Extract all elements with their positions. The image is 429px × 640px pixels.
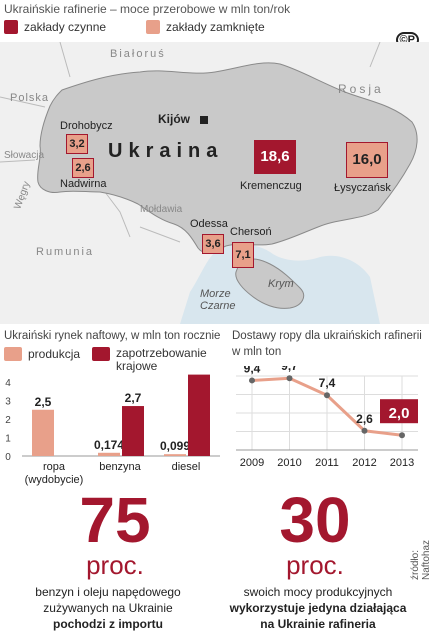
fact-2-caption-line2: wykorzystuje jedyna działająca [229,601,407,615]
refinery-name-odessa: Odessa [190,218,228,230]
neighbour-label-poland: Polska [10,92,50,104]
sea-label: Morze Czarne [200,288,235,312]
line-x-tick: 2011 [315,457,339,469]
line-chart-subtitle: w mln ton [232,346,282,358]
fact-1-unit: proc. [86,550,144,580]
bar-y-tick: 4 [5,378,11,389]
fact-1-caption-line1: benzyn i oleju napędowego [35,585,181,599]
bar-category-label: diesel [172,461,201,473]
bar-1-2 [188,374,210,456]
ukraine-shape [37,62,418,253]
refinery-value-odessa: 3,6 [202,234,224,254]
bar-label-0-1: 0,174 [94,438,124,452]
sea-label-line1: Morze [200,288,231,300]
bar-label-0-2: 0,099 [160,439,190,453]
fact-2-unit: proc. [286,550,344,580]
bar-0-0 [32,409,54,456]
legend-swatch-closed [146,20,160,34]
refinery-name-cherson: Chersoń [230,226,272,238]
bar-0-2 [164,454,186,456]
neighbour-label-belarus: Białoruś [110,48,166,60]
neighbour-label-moldova: Mołdawia [140,204,183,215]
line-x-tick: 2009 [240,457,264,469]
refinery-name-lysyczansk: Łysyczańsk [334,182,391,194]
bar-y-tick: 2 [5,415,11,426]
map-title: Ukraińskie rafinerie – moce przerobowe w… [4,2,291,16]
source-note: źródło: Naftohaz [410,539,429,580]
refinery-name-nadwirna: Nadwirna [60,178,107,190]
refinery-value-drohobycz: 3,2 [66,134,88,154]
line-point-0 [249,377,255,384]
bar-category-label: benzyna [99,461,141,473]
line-point-2 [324,392,330,399]
line-point-label: 7,4 [319,376,336,390]
line-point-label: 9,7 [281,366,298,373]
bar-0-1 [98,452,120,456]
bar-legend-swatch-production [4,347,22,361]
line-point-label: 9,4 [244,366,261,375]
bar-y-tick: 0 [5,452,11,463]
bar-1-1 [122,406,144,456]
bar-y-tick: 3 [5,397,11,408]
legend-swatch-active [4,20,18,34]
bar-chart: 0 1 2 3 4 2,5 ropa(wydobycie) 0,174 2,7 benzyna 0,… [5,374,220,486]
fact-2-number: 30 [279,484,351,556]
capital-marker [200,116,208,124]
fact-1-caption: benzyn i oleju napędowego zużywanych na … [0,584,216,632]
line-point-3 [361,427,368,434]
bar-category-label: (wydobycie) [25,474,84,486]
bar-y-tick: 1 [5,434,11,445]
line-last-label-box [380,399,418,424]
neighbour-label-russia: Rosja [338,82,384,96]
bar-legend-label-demand: zapotrzebowanie krajowe [116,346,207,373]
fact-2-caption: swoich mocy produkcyjnych wykorzystuje j… [210,584,426,632]
line-point-4 [399,432,405,439]
line-x-tick: 2010 [277,457,301,469]
crimea-shape [235,258,305,309]
line-point-label: 2,0 [389,405,410,422]
capital-label: Kijów [158,112,190,126]
refinery-value-lysyczansk: 16,0 [346,142,388,178]
bar-label-1-1: 2,7 [125,391,142,405]
legend-label-closed: zakłady zamknięte [166,20,265,34]
refinery-value-cherson: 7,1 [232,242,254,268]
map [0,42,429,324]
refinery-name-kremenczug: Kremenczug [240,180,302,192]
crimea-label: Krym [268,278,294,290]
bar-legend-label-production: produkcja [28,347,81,361]
line-x-tick: 2012 [352,457,376,469]
line-chart: 9,4 2009 9,7 2010 7,4 2011 2,6 2012 2,0 2013 [236,366,418,469]
bar-legend-swatch-demand [92,347,110,361]
bar-chart-title: Ukraiński rynek naftowy, w mln ton roczn… [4,330,221,342]
fact-1-caption-line3: pochodzi z importu [53,617,163,631]
refinery-value-kremenczug: 18,6 [254,140,296,174]
neighbour-label-slovakia: Słowacja [4,150,45,161]
legend-label-active: zakłady czynne [24,20,107,34]
neighbour-label-romania: Rumunia [36,246,95,258]
sea-label-line2: Czarne [200,300,236,312]
fact-1-number: 75 [79,484,151,556]
line-x-tick: 2013 [390,457,414,469]
refinery-value-nadwirna: 2,6 [72,158,94,178]
line-chart-title: Dostawy ropy dla ukraińskich rafinerii [232,330,422,342]
country-label: Ukraina [108,140,224,162]
fact-2-caption-line1: swoich mocy produkcyjnych [243,585,393,599]
fact-1-caption-line2: zużywanych na Ukrainie [43,601,173,615]
bar-category-label: ropa [43,461,66,473]
line-point-1 [286,375,293,382]
line-point-label: 2,6 [356,412,373,426]
bar-label-0-0: 2,5 [35,395,52,409]
fact-2-caption-line3: na Ukrainie rafineria [260,617,376,631]
refinery-name-drohobycz: Drohobycz [60,120,113,132]
